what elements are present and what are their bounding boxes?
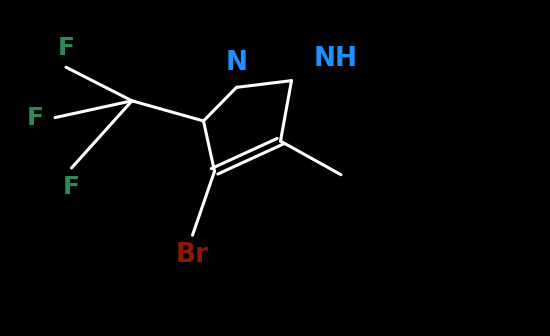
Text: NH: NH <box>314 46 358 72</box>
Text: F: F <box>58 37 74 60</box>
Text: F: F <box>63 175 80 199</box>
Text: F: F <box>27 106 44 130</box>
Text: Br: Br <box>176 242 209 268</box>
Text: N: N <box>226 50 248 76</box>
